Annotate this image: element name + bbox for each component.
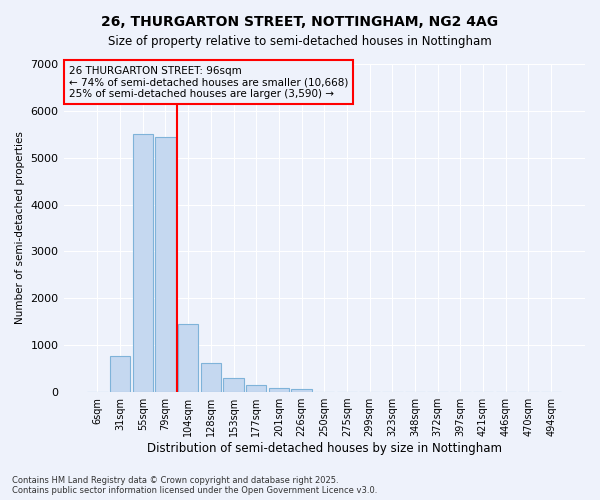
Bar xyxy=(110,356,130,392)
Bar xyxy=(246,385,266,392)
Bar xyxy=(292,390,312,392)
Text: 26, THURGARTON STREET, NOTTINGHAM, NG2 4AG: 26, THURGARTON STREET, NOTTINGHAM, NG2 4… xyxy=(101,15,499,29)
Bar xyxy=(223,378,244,392)
X-axis label: Distribution of semi-detached houses by size in Nottingham: Distribution of semi-detached houses by … xyxy=(147,442,502,455)
Y-axis label: Number of semi-detached properties: Number of semi-detached properties xyxy=(15,132,25,324)
Text: 26 THURGARTON STREET: 96sqm
← 74% of semi-detached houses are smaller (10,668)
2: 26 THURGARTON STREET: 96sqm ← 74% of sem… xyxy=(69,66,348,99)
Bar xyxy=(133,134,153,392)
Bar xyxy=(269,388,289,392)
Bar xyxy=(178,324,199,392)
Text: Size of property relative to semi-detached houses in Nottingham: Size of property relative to semi-detach… xyxy=(108,35,492,48)
Text: Contains HM Land Registry data © Crown copyright and database right 2025.
Contai: Contains HM Land Registry data © Crown c… xyxy=(12,476,377,495)
Bar xyxy=(200,363,221,392)
Bar xyxy=(155,136,176,392)
